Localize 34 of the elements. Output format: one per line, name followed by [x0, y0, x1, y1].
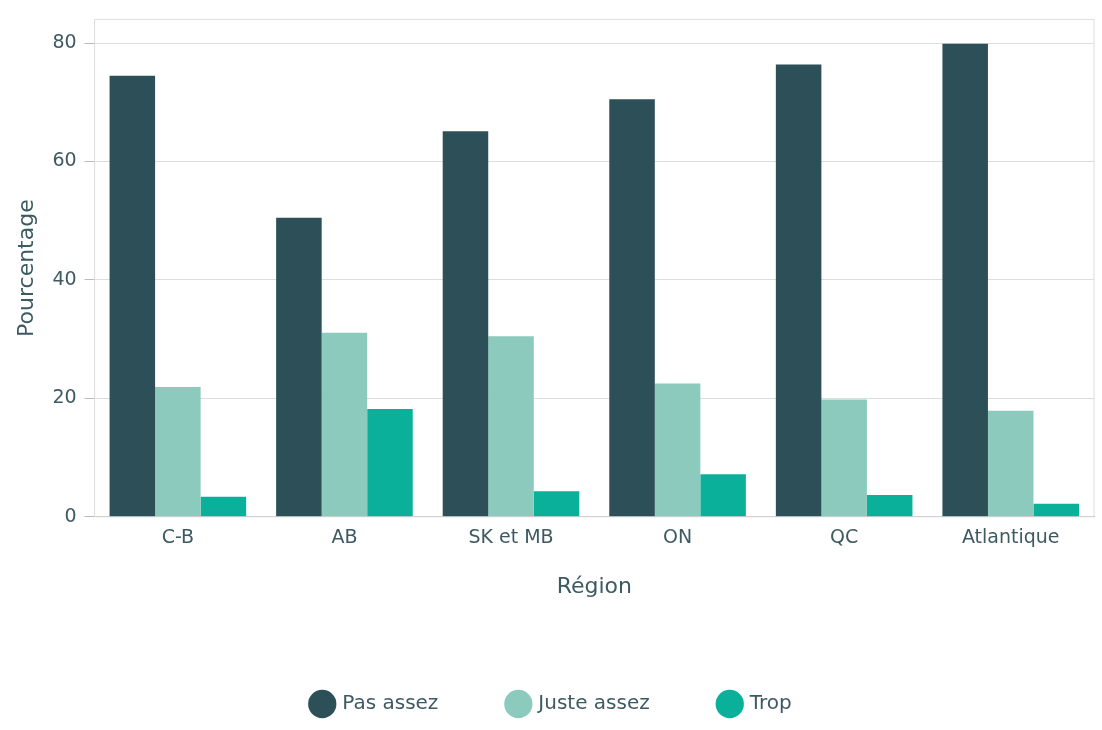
bar	[1033, 503, 1080, 517]
x-tick-label: Atlantique	[961, 525, 1060, 548]
x-tick-label: ON	[662, 525, 693, 548]
legend-label: Juste assez	[536, 690, 650, 715]
legend-label: Trop	[748, 690, 792, 715]
x-axis-title: Région	[556, 572, 632, 598]
y-tick-label: 60	[52, 148, 77, 171]
bar	[276, 217, 322, 517]
x-tick-label: AB	[331, 525, 358, 548]
y-axis-title: Pourcentage	[12, 199, 38, 337]
bar	[109, 75, 156, 517]
bar	[488, 336, 534, 517]
bar	[367, 409, 413, 517]
bar	[155, 387, 201, 517]
bar	[533, 491, 580, 517]
y-tick-label: 0	[64, 503, 77, 526]
bar	[200, 496, 247, 517]
bar	[654, 383, 701, 517]
bar	[866, 494, 913, 517]
legend-label: Pas assez	[342, 690, 439, 715]
bar	[442, 131, 489, 517]
x-tick-label: SK et MB	[468, 525, 554, 548]
bar	[609, 99, 655, 517]
bar	[775, 64, 822, 517]
bar	[821, 399, 867, 517]
x-tick-label: QC	[830, 525, 859, 548]
bar	[321, 332, 368, 517]
y-tick-label: 40	[52, 266, 77, 289]
bar	[700, 474, 746, 517]
bar	[987, 410, 1034, 517]
y-tick-label: 20	[52, 385, 77, 408]
bar	[942, 43, 988, 517]
y-tick-label: 80	[52, 30, 77, 53]
x-tick-label: C-B	[161, 525, 195, 548]
